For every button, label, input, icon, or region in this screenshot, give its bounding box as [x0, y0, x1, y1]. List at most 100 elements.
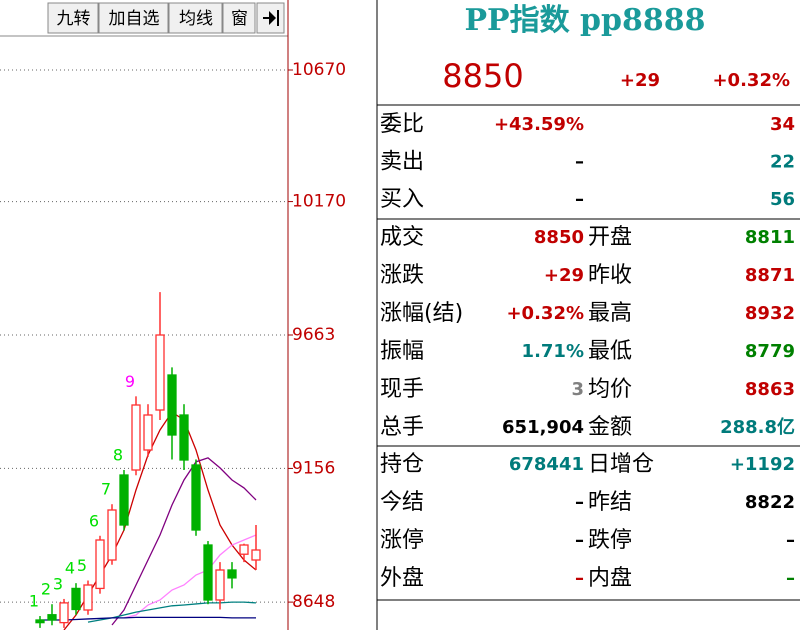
- candle-body: [107, 509, 117, 561]
- toolbar-button[interactable]: 九转: [47, 2, 99, 34]
- button-frame: [47, 2, 99, 34]
- row-value: 8850: [534, 227, 584, 248]
- td-count-label: 8: [113, 446, 123, 465]
- candle-body: [95, 539, 105, 590]
- candle-body: [143, 414, 153, 451]
- moving-average: [111, 457, 257, 626]
- row-value: –: [575, 152, 584, 173]
- candle-body: [47, 614, 57, 621]
- row-value: +1192: [730, 454, 795, 475]
- button-frame: [168, 2, 223, 34]
- candle-body: [155, 334, 165, 411]
- row-value: 8779: [745, 341, 795, 362]
- td-count-label: 3: [53, 574, 63, 593]
- td-count-label: 1: [29, 592, 39, 611]
- icon-arrow-head: [269, 11, 276, 25]
- row-label: 内盘: [588, 566, 632, 591]
- y-tick-label: 10670: [292, 60, 346, 80]
- td-count-label: 6: [89, 511, 99, 530]
- button-frame: [98, 2, 169, 34]
- row-label: 振幅: [380, 339, 424, 364]
- row-label: 最高: [588, 301, 632, 326]
- candle-body: [35, 619, 45, 624]
- candle-body: [131, 404, 141, 471]
- row-value: 288.8亿: [720, 416, 795, 438]
- button-label: 均线: [179, 9, 213, 29]
- kline-chart: 8648 9156 9663 10170 10670 12 34 5 678 9: [0, 60, 346, 630]
- button-frame: [222, 2, 256, 34]
- row-value: –: [575, 492, 584, 513]
- toolbar-button[interactable]: 窗: [222, 2, 256, 34]
- price-change: +29: [620, 70, 660, 91]
- price-change-pct: +0.32%: [712, 70, 790, 91]
- row-value: 8822: [745, 492, 795, 513]
- row-value: +29: [544, 265, 584, 286]
- row-value: –: [786, 568, 795, 589]
- toolbar: 九转 加自选 均线窗: [0, 0, 288, 37]
- toolbar-button[interactable]: 加自选: [98, 2, 169, 34]
- end-button[interactable]: [256, 2, 285, 34]
- td-count-label: 4: [65, 559, 75, 578]
- y-tick-label: 9663: [292, 325, 335, 345]
- row-label: 总手: [380, 415, 424, 440]
- candle-body: [119, 474, 129, 526]
- candle-body: [227, 569, 237, 579]
- row-count: 22: [770, 152, 795, 173]
- candle-body: [191, 464, 201, 531]
- row-label: 跌停: [588, 528, 632, 553]
- moving-average: [123, 534, 257, 619]
- row-value: +43.59%: [494, 114, 584, 135]
- candle-body: [179, 414, 189, 461]
- candle-body: [251, 549, 261, 561]
- candle-body: [215, 569, 225, 601]
- row-value: 678441: [509, 454, 584, 475]
- row-label: 卖出: [380, 150, 424, 175]
- toolbar-button[interactable]: 均线: [168, 2, 223, 34]
- row-label: 昨收: [588, 263, 632, 288]
- row-value: 8871: [745, 265, 795, 286]
- row-label: 金额: [588, 415, 632, 440]
- row-label: 成交: [380, 225, 424, 250]
- quote-panel: 委比 +43.59% 34 卖出 – 22 买入 – 56 成交 8850 开盘 8811 涨跌 +29 昨收…: [380, 112, 795, 591]
- row-count: 56: [770, 189, 795, 210]
- button-label: 九转: [57, 9, 91, 29]
- row-label: 涨幅(结): [380, 301, 463, 326]
- row-label: 开盘: [588, 225, 632, 250]
- row-label: 委比: [380, 112, 424, 137]
- row-label: 昨结: [588, 490, 632, 515]
- candle-body: [167, 374, 177, 436]
- row-value: 1.71%: [522, 341, 584, 362]
- td-count-label: 5: [77, 556, 87, 575]
- candle-body: [71, 587, 81, 611]
- quote-title: PP指数 pp8888: [464, 3, 705, 38]
- row-label: 日增仓: [588, 452, 654, 477]
- row-label: 持仓: [380, 452, 424, 477]
- last-price: 8850: [442, 57, 523, 95]
- row-label: 今结: [380, 490, 424, 515]
- candle-body: [203, 544, 213, 601]
- row-value: –: [575, 530, 584, 551]
- row-value: –: [575, 568, 584, 589]
- row-label: 外盘: [380, 566, 424, 591]
- td-count-label: 7: [101, 480, 111, 499]
- td-count-label: 9: [125, 372, 135, 391]
- button-label: 窗: [231, 9, 248, 29]
- candle-body: [83, 584, 93, 611]
- row-value: 8863: [745, 379, 795, 400]
- y-tick-label: 8648: [292, 592, 335, 612]
- moving-average: [40, 616, 256, 621]
- row-value: –: [575, 189, 584, 210]
- row-count: 34: [770, 114, 795, 135]
- row-value: 3: [571, 379, 584, 400]
- row-value: 651,904: [502, 417, 584, 438]
- row-label: 涨跌: [380, 263, 424, 288]
- y-tick-label: 9156: [292, 458, 335, 478]
- row-label: 现手: [380, 377, 424, 402]
- row-value: 8811: [745, 227, 795, 248]
- moving-average: [87, 601, 257, 623]
- candle-body: [59, 602, 69, 624]
- row-value: 8932: [745, 303, 795, 324]
- row-label: 涨停: [380, 528, 424, 553]
- candle-body: [239, 544, 249, 555]
